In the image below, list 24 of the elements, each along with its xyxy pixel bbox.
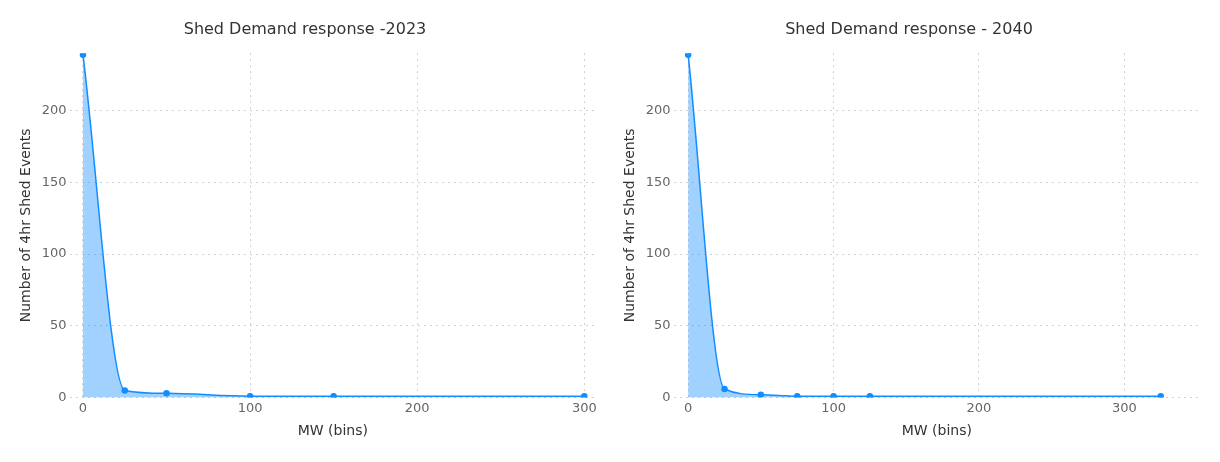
x-tick-label: 300	[1111, 399, 1137, 415]
x-tick-label: 200	[966, 399, 992, 415]
y-tick-label: 200	[41, 101, 67, 117]
y-tick-label: 0	[58, 388, 67, 404]
x-tick-label: 0	[78, 399, 88, 415]
y-tick-label: 0	[662, 388, 671, 404]
x-tick-label: 200	[404, 399, 430, 415]
x-axis-title: MW (bins)	[297, 422, 368, 439]
y-axis-title: Number of 4hr Shed Events	[621, 128, 638, 323]
y-tick-label: 50	[654, 317, 671, 333]
y-tick-label: 100	[41, 245, 67, 261]
y-tick-label: 50	[50, 317, 67, 333]
x-tick-label: 300	[571, 399, 597, 415]
x-tick-label: 100	[821, 399, 846, 415]
y-tick-label: 150	[41, 173, 67, 189]
x-tick-label: 100	[237, 399, 263, 415]
x-axis-title: MW (bins)	[901, 422, 972, 439]
y-tick-label: 100	[645, 245, 671, 261]
y-axis-title: Number of 4hr Shed Events	[17, 128, 34, 323]
y-tick-label: 200	[645, 101, 671, 117]
chart-title: Shed Demand response - 2040	[785, 18, 1033, 38]
x-tick-label: 0	[684, 399, 693, 415]
y-tick-label: 150	[645, 173, 671, 189]
chart-title: Shed Demand response -2023	[183, 18, 427, 38]
